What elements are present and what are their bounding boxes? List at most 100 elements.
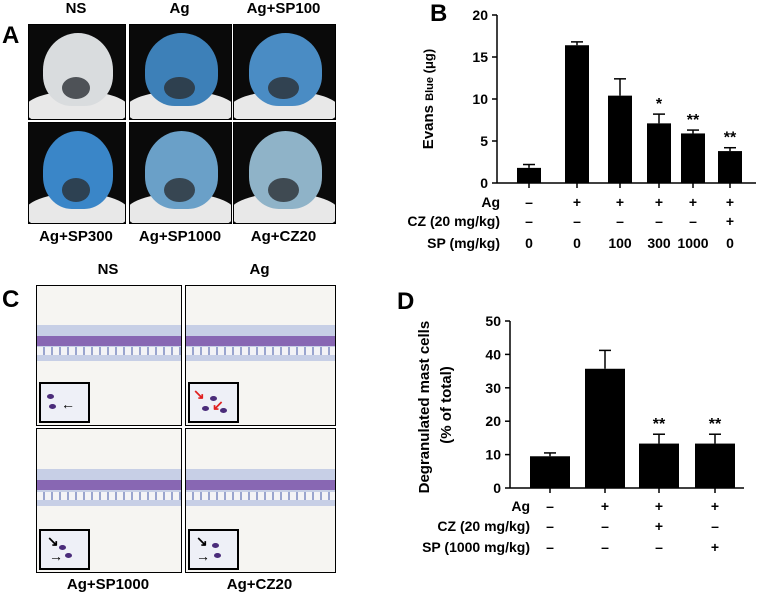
bar [585,368,625,488]
histology-inset: ← [39,382,90,423]
arrow-icon: ↘ [47,533,59,549]
condition-value: + [689,194,697,210]
condition-value: – [711,518,719,534]
y-axis-label-d: Degranulated mast cells (% of total) [416,317,455,494]
condition-value: – [546,518,554,534]
panel-letter-c: C [2,286,20,313]
photo-caption-ag-sp1000: Ag+SP1000 [138,228,222,245]
condition-value: – [655,539,663,555]
histology-caption-ag-cz20: Ag+CZ20 [226,576,293,593]
bar [718,151,742,183]
y-tick-label: 20 [485,413,501,429]
condition-value: + [655,498,663,514]
histology-image-ag-sp1000: ↘ → [36,428,182,573]
condition-value: + [711,498,719,514]
ear-photo-ag-cz20 [233,122,336,224]
significance-label: ** [709,416,722,433]
condition-row-label: Ag [511,498,530,514]
panel-letter-b: B [430,0,448,27]
arrow-icon: ↘ [193,386,205,402]
condition-value: 0 [573,235,581,251]
condition-row-label: Ag [481,194,500,210]
condition-row-label: CZ (20 mg/kg) [437,518,530,534]
condition-value: + [711,539,719,555]
condition-value: + [616,194,624,210]
condition-value: – [689,213,697,229]
y-tick-label: 10 [472,91,488,107]
y-ticks-d: 0 10 20 30 40 50 [485,313,510,496]
condition-value: – [525,194,533,210]
arrow-icon: ← [61,396,75,412]
bar [530,456,570,488]
condition-value: 0 [525,235,533,251]
histology-image-ag-cz20: ↘ → [185,428,336,573]
y-tick-label: 0 [493,480,501,496]
condition-value: + [726,194,734,210]
bar [639,443,679,488]
histology-inset: ↘ → [188,529,239,570]
histology-caption-ns: NS [97,261,119,278]
y-axis-label-b: Evans Blue (μg) [420,49,437,149]
histology-caption-ag: Ag [249,261,270,278]
photo-caption-ag-sp100: Ag+SP100 [246,0,321,17]
arrow-icon: ↘ [196,533,208,549]
significance-label: * [656,96,663,113]
ear-photo-ag [129,24,232,120]
condition-value: 0 [726,235,734,251]
condition-value: + [726,213,734,229]
panel-letter-d: D [397,288,415,315]
histology-image-ns: ← [36,285,182,426]
arrow-icon: ↙ [212,397,224,413]
ear-photo-ns [28,24,126,120]
ear-photo-ag-sp1000 [129,122,232,224]
histology-caption-ag-sp1000: Ag+SP1000 [66,576,150,593]
condition-value: – [616,213,624,229]
condition-value: + [655,518,663,534]
bar [695,443,735,488]
histology-inset: ↘ ↙ [188,382,239,423]
bar [565,45,589,183]
panel-letter-a: A [2,22,20,49]
bar [608,95,632,183]
y-axis-label-b-emph: Blue [424,77,436,101]
y-axis-label-d-line1: Degranulated mast cells [416,321,433,494]
condition-row-label: SP (1000 mg/kg) [422,539,530,555]
bar [517,167,541,183]
photo-caption-ns: NS [65,0,87,17]
condition-value: – [573,213,581,229]
y-tick-label: 30 [485,380,501,396]
condition-row-label: SP (mg/kg) [427,235,500,251]
condition-value: – [546,539,554,555]
significance-label: ** [653,416,666,433]
ear-photo-ag-sp100 [233,24,336,120]
bar [647,123,671,183]
condition-value: + [655,194,663,210]
photo-caption-ag-cz20: Ag+CZ20 [250,228,317,245]
y-axis-label-b-main: Evans [420,101,437,149]
condition-value: 100 [608,235,632,251]
y-ticks-b: 0 5 10 15 20 [472,7,497,191]
condition-value: – [525,213,533,229]
condition-row-label: CZ (20 mg/kg) [407,213,500,229]
photo-caption-ag-sp300: Ag+SP300 [39,228,113,245]
y-tick-label: 20 [472,7,488,23]
condition-value: + [601,498,609,514]
significance-label: ** [687,112,700,129]
y-tick-label: 10 [485,447,501,463]
y-axis-label-d-line2: (% of total) [438,366,455,443]
condition-value: 1000 [677,235,708,251]
histology-inset: ↘ → [39,529,90,570]
condition-value: – [601,539,609,555]
bar [681,133,705,183]
y-tick-label: 5 [480,133,488,149]
y-axis-label-b-unit: (μg) [421,49,436,77]
condition-value: – [601,518,609,534]
arrow-icon: → [49,548,63,564]
photo-caption-ag: Ag [169,0,190,17]
y-tick-label: 40 [485,346,501,362]
histology-image-ag: ↘ ↙ [185,285,336,426]
conditions-b: Ag – + + + + + CZ (20 mg/kg) – – – – – + SP (mg/kg) 0 0 1… [407,194,734,251]
condition-value: 300 [647,235,671,251]
significance-label: ** [724,130,737,147]
ear-photo-ag-sp300 [28,122,126,224]
